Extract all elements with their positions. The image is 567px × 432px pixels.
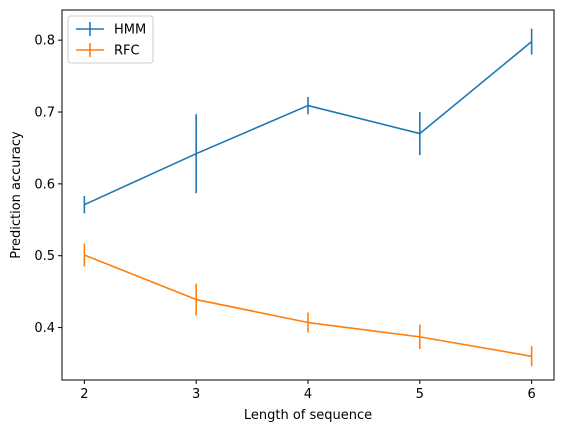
series-layer xyxy=(83,28,533,367)
x-tick-label: 4 xyxy=(304,387,312,402)
y-axis-title: Prediction accuracy xyxy=(9,131,24,259)
y-tick-label: 0.8 xyxy=(34,34,55,49)
x-axis-title: Length of sequence xyxy=(244,408,372,423)
x-tick-label: 6 xyxy=(527,387,535,402)
y-tick-label: 0.5 xyxy=(34,249,55,264)
legend-label-hmm: HMM xyxy=(114,23,146,38)
y-tick-label: 0.7 xyxy=(34,106,55,121)
y-tick-label: 0.6 xyxy=(34,177,55,192)
x-axis-ticks: 2 3 4 5 6 xyxy=(80,380,536,402)
x-tick-label: 5 xyxy=(416,387,424,402)
legend-label-rfc: RFC xyxy=(114,44,140,59)
x-tick-label: 3 xyxy=(192,387,200,402)
legend: HMM RFC xyxy=(67,15,154,64)
y-tick-label: 0.4 xyxy=(34,321,55,336)
x-tick-label: 2 xyxy=(80,387,88,402)
legend-item-rfc: RFC xyxy=(76,43,140,59)
y-axis-ticks: 0.4 0.5 0.6 0.7 0.8 xyxy=(34,34,62,336)
legend-item-hmm: HMM xyxy=(76,22,146,38)
